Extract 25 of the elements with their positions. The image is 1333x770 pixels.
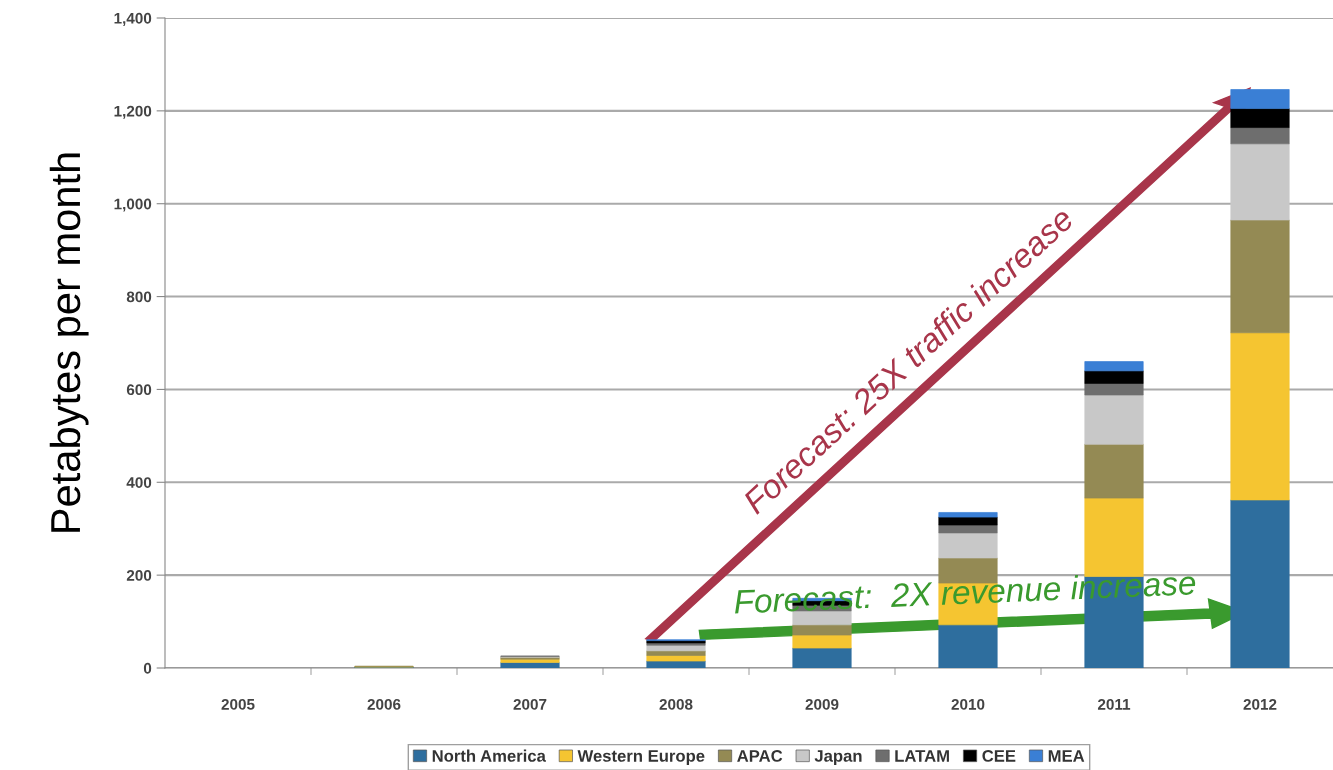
annotation: Forecast: 2X revenue increase <box>734 570 1196 614</box>
legend-label: CEE <box>982 750 1016 762</box>
legend-label: Western Europe <box>577 750 705 766</box>
y-tick-label: 400 <box>126 477 152 488</box>
x-tick-label: 2007 <box>513 698 547 710</box>
y-tick-label: 1,000 <box>114 198 152 212</box>
y-tick-label: 800 <box>126 291 152 303</box>
legend-label: North America <box>432 749 546 762</box>
y-tick-label: 200 <box>126 570 152 581</box>
x-tick-label: 2006 <box>367 698 401 710</box>
y-tick-label: 1,200 <box>114 105 152 119</box>
y-tick-label: 1,400 <box>114 12 152 26</box>
legend-label: Japan <box>814 750 862 766</box>
x-tick-label: 2012 <box>1243 698 1277 710</box>
legend-label: APAC <box>737 750 783 762</box>
x-tick-label: 2009 <box>805 698 839 710</box>
x-tick-label: 2008 <box>659 698 693 710</box>
x-tick-label: 2010 <box>951 698 985 710</box>
y-tick-label: 0 <box>143 662 152 674</box>
legend-label: MEA <box>1048 750 1085 762</box>
x-tick-label: 2011 <box>1097 698 1131 710</box>
legend-label: LATAM <box>895 750 949 762</box>
y-tick-label: 600 <box>126 384 152 396</box>
y-axis-title: Petabytes per month <box>49 153 89 532</box>
x-tick-label: 2005 <box>221 698 255 710</box>
